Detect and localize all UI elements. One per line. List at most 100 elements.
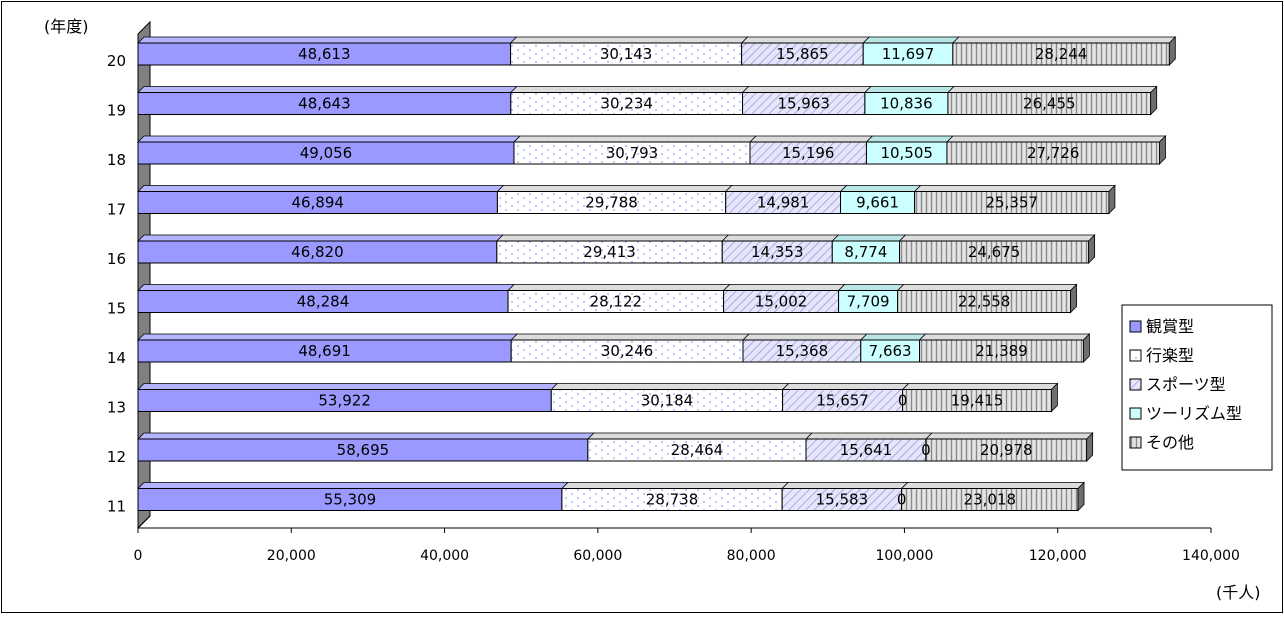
data-label-18-1: 30,793 bbox=[606, 144, 659, 162]
bar-top-16-0 bbox=[137, 234, 504, 242]
bar-top-18-1 bbox=[513, 135, 757, 143]
bar-side-17 bbox=[1108, 184, 1116, 215]
data-label-17-0: 46,894 bbox=[291, 194, 344, 212]
category-label-15: 15 bbox=[107, 300, 126, 318]
x-tick-label-7: 140,000 bbox=[1182, 548, 1240, 564]
data-label-17-3: 9,661 bbox=[856, 194, 899, 212]
bar-top-17-4 bbox=[913, 185, 1116, 192]
data-label-13-2: 15,657 bbox=[816, 392, 869, 410]
bar-top-13-1 bbox=[550, 383, 790, 390]
bar-top-20-2 bbox=[740, 36, 871, 44]
bar-top-18-4 bbox=[945, 135, 1167, 143]
bar-side-14 bbox=[1083, 333, 1090, 363]
bar-side-20 bbox=[1168, 36, 1176, 66]
data-label-15-3: 7,709 bbox=[847, 293, 890, 311]
x-tick-label-6: 120,000 bbox=[1029, 548, 1087, 564]
bar-top-20-0 bbox=[137, 36, 518, 44]
data-label-15-4: 22,558 bbox=[958, 293, 1011, 311]
bar-top-12-1 bbox=[586, 432, 813, 440]
bar-side-19 bbox=[1150, 85, 1158, 116]
bar-top-18-0 bbox=[137, 135, 521, 143]
bar-side-12 bbox=[1086, 432, 1094, 462]
legend-swatch-4 bbox=[1129, 436, 1142, 449]
category-label-20: 20 bbox=[107, 52, 126, 70]
data-label-16-1: 29,413 bbox=[583, 243, 636, 261]
category-label-17: 17 bbox=[107, 201, 126, 219]
bar-top-12-2 bbox=[805, 432, 933, 440]
bar-top-19-0 bbox=[137, 86, 518, 93]
data-label-16-3: 8,774 bbox=[844, 243, 887, 261]
bar-side-18 bbox=[1159, 135, 1166, 165]
category-label-12: 12 bbox=[107, 448, 126, 466]
legend-label-3: ツーリズム型 bbox=[1146, 404, 1242, 423]
category-label-11: 11 bbox=[107, 498, 126, 516]
data-label-18-2: 15,196 bbox=[782, 144, 835, 162]
data-label-11-4: 23,018 bbox=[964, 491, 1017, 509]
x-tick-label-5: 100,000 bbox=[875, 548, 933, 564]
x-tick-label-3: 60,000 bbox=[573, 548, 622, 564]
data-label-18-4: 27,726 bbox=[1027, 144, 1080, 162]
bar-top-11-4 bbox=[900, 482, 1085, 489]
data-label-12-3: 0 bbox=[921, 441, 931, 459]
bar-top-15-4 bbox=[896, 284, 1078, 291]
bar-top-14-0 bbox=[137, 333, 519, 341]
data-label-14-0: 48,691 bbox=[298, 342, 351, 360]
bar-top-11-0 bbox=[137, 482, 569, 489]
bar-top-11-1 bbox=[560, 482, 790, 489]
data-label-17-4: 25,357 bbox=[985, 194, 1038, 212]
data-label-11-2: 15,583 bbox=[816, 491, 869, 509]
bar-top-16-3 bbox=[831, 234, 907, 242]
bar-top-19-2 bbox=[741, 86, 872, 93]
data-label-20-2: 15,865 bbox=[776, 45, 829, 63]
category-label-16: 16 bbox=[107, 250, 126, 268]
data-label-13-0: 53,922 bbox=[318, 392, 371, 410]
data-label-15-1: 28,122 bbox=[590, 293, 643, 311]
bar-top-19-1 bbox=[509, 86, 750, 93]
bar-top-11-2 bbox=[781, 482, 909, 489]
data-label-14-1: 30,246 bbox=[601, 342, 654, 360]
data-label-16-0: 46,820 bbox=[291, 243, 344, 261]
bar-top-15-2 bbox=[722, 284, 846, 291]
category-label-18: 18 bbox=[107, 151, 126, 169]
bar-top-15-0 bbox=[137, 284, 516, 291]
bar-side-16 bbox=[1088, 234, 1096, 264]
data-label-20-1: 30,143 bbox=[600, 45, 653, 63]
data-label-18-3: 10,505 bbox=[880, 144, 933, 162]
bar-top-12-4 bbox=[924, 432, 1094, 440]
data-label-11-0: 55,309 bbox=[324, 491, 377, 509]
legend-swatch-2 bbox=[1129, 378, 1142, 391]
data-label-19-3: 10,836 bbox=[880, 95, 933, 113]
bar-top-14-4 bbox=[918, 333, 1091, 341]
data-label-16-4: 24,675 bbox=[968, 243, 1021, 261]
data-label-12-2: 15,641 bbox=[840, 441, 893, 459]
data-label-18-0: 49,056 bbox=[300, 144, 353, 162]
x-axis-floor-edge bbox=[137, 515, 151, 529]
data-label-20-0: 48,613 bbox=[298, 45, 351, 63]
bar-top-15-3 bbox=[837, 284, 905, 291]
legend-label-2: スポーツ型 bbox=[1146, 375, 1226, 394]
data-label-19-2: 15,963 bbox=[777, 95, 830, 113]
bar-top-13-4 bbox=[901, 383, 1059, 390]
bar-top-12-0 bbox=[137, 432, 595, 440]
legend-box bbox=[1121, 304, 1273, 471]
bar-top-16-1 bbox=[495, 234, 730, 242]
bar-top-20-1 bbox=[509, 36, 749, 44]
data-label-15-0: 48,284 bbox=[297, 293, 350, 311]
data-label-11-3: 0 bbox=[897, 491, 907, 509]
bar-top-16-2 bbox=[721, 234, 840, 242]
bar-side-15 bbox=[1070, 283, 1077, 314]
data-label-19-4: 26,455 bbox=[1023, 95, 1076, 113]
data-label-16-2: 14,353 bbox=[751, 243, 804, 261]
data-label-20-4: 28,244 bbox=[1035, 45, 1088, 63]
bar-top-19-3 bbox=[863, 86, 955, 93]
data-label-13-1: 30,184 bbox=[641, 392, 694, 410]
data-label-12-4: 20,978 bbox=[980, 441, 1033, 459]
bar-side-13 bbox=[1051, 382, 1058, 413]
legend-label-4: その他 bbox=[1146, 433, 1194, 452]
data-label-13-4: 19,415 bbox=[951, 392, 1004, 410]
data-label-13-3: 0 bbox=[898, 392, 908, 410]
legend-label-1: 行楽型 bbox=[1146, 346, 1194, 365]
bar-top-14-3 bbox=[859, 333, 927, 341]
